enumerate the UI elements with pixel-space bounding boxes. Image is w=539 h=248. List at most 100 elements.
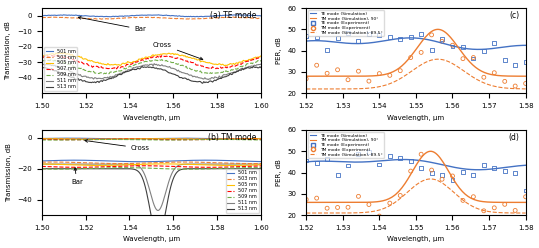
511 nm [249,65,255,68]
TM mode (Simulation), 90° [390,195,396,198]
TE mode (Experiment) [344,163,353,167]
TE mode (Experiment) [354,152,363,156]
513 nm [139,65,146,68]
513 nm [38,66,45,69]
TE mode (Experiment) [511,171,520,175]
TM mode (Experiment) [375,72,384,76]
TE mode (Experiment) [375,33,384,37]
501 nm [97,15,103,18]
503 nm [249,16,255,19]
511 nm [205,78,211,81]
Legend: 501 nm, 503 nm, 505 nm, 507 nm, 509 nm, 511 nm, 513 nm: 501 nm, 503 nm, 505 nm, 507 nm, 509 nm, … [44,47,77,91]
TE mode (Simulation) [428,39,434,42]
509 nm [79,68,86,71]
Text: (b) TM mode: (b) TM mode [209,132,257,142]
TE mode (Experiment) [396,37,405,41]
501 nm [258,14,264,17]
TM mode (Experiment) [313,63,321,67]
TM mode (Experiment) [521,82,530,86]
TM mode (Experiment) [500,79,509,83]
TE mode (Experiment) [302,34,310,38]
TE mode (Simulation) [487,168,494,171]
509 nm [258,59,264,62]
509 nm [206,72,212,75]
TE mode (Simulation) [390,38,396,41]
TE mode (Experiment) [500,58,509,62]
TM mode (Simulation), 90° [434,28,440,31]
Text: (a) TE mode: (a) TE mode [210,11,257,20]
503 nm [107,18,113,21]
Line: 503 nm: 503 nm [42,17,261,19]
TE mode (Experiment) [521,188,530,192]
509 nm [47,58,54,61]
511 nm [151,62,157,65]
501 nm [236,13,243,16]
501 nm [195,15,202,18]
505 nm [249,57,255,60]
TM mode (Simulation), 90° [303,75,309,78]
Text: (d): (d) [508,132,519,142]
TE mode (Experiment) [313,35,321,39]
TM mode (Simulation), 89.5° [375,209,382,212]
505 nm [98,62,105,65]
TE mode (Experiment) [333,36,342,40]
TM mode (Experiment) [302,77,310,81]
509 nm [97,71,103,74]
TM mode (Simulation), 90° [428,150,434,153]
TM mode (Experiment) [490,71,499,75]
505 nm [47,53,54,56]
TM mode (Experiment) [333,206,342,210]
Y-axis label: Transmission, dB: Transmission, dB [5,21,11,80]
507 nm [241,61,248,64]
TM mode (Simulation), 90° [486,72,492,75]
TE mode (Experiment) [302,158,310,162]
TE mode (Experiment) [438,173,446,177]
TE mode (Simulation) [419,159,426,162]
TE mode (Experiment) [417,166,425,170]
TM mode (Simulation), 90° [303,201,309,204]
TM mode (Experiment) [417,152,425,156]
TE mode (Experiment) [375,162,384,166]
TM mode (Simulation), 90° [375,200,382,203]
TE mode (Simulation) [400,158,406,161]
TM mode (Simulation), 90° [456,47,462,50]
501 nm [241,14,248,17]
TM mode (Simulation), 90° [522,75,529,78]
TM mode (Experiment) [511,209,520,213]
TE mode (Simulation) [303,160,309,163]
TM mode (Simulation), 89.5° [456,196,462,199]
TM mode (Experiment) [364,203,373,207]
TM mode (Experiment) [364,79,373,83]
TE mode (Experiment) [500,169,509,173]
TM mode (Experiment) [469,195,478,199]
513 nm [79,80,86,83]
Text: Bar: Bar [71,168,83,185]
TE mode (Experiment) [385,35,394,39]
TE mode (Experiment) [469,57,478,61]
TE mode (Experiment) [459,45,467,49]
TM mode (Simulation), 89.5° [418,63,424,66]
TM mode (Simulation), 90° [418,41,424,44]
TM mode (Simulation), 89.5° [522,87,529,90]
TM mode (Experiment) [500,202,509,206]
513 nm [52,69,58,72]
TM mode (Simulation), 90° [390,70,396,73]
TE mode (Experiment) [490,166,499,170]
503 nm [49,15,55,18]
TE mode (Experiment) [448,178,457,182]
Y-axis label: Transmission, dB: Transmission, dB [6,143,12,202]
TM mode (Simulation), 90° [456,186,462,189]
507 nm [249,58,255,61]
TM mode (Experiment) [511,84,520,88]
TE mode (Simulation) [522,44,529,47]
507 nm [80,62,87,65]
TM mode (Experiment) [302,197,310,201]
Legend: 501 nm, 503 nm, 505 nm, 507 nm, 509 nm, 511 nm, 513 nm: 501 nm, 503 nm, 505 nm, 507 nm, 509 nm, … [226,169,259,213]
507 nm [47,56,54,59]
TE mode (Simulation) [475,48,482,51]
Legend: TE mode (Simulation), TM mode (Simulation), 90°, TE mode (Experiment), TM mode (: TE mode (Simulation), TM mode (Simulatio… [308,132,384,158]
X-axis label: Wavelength, μm: Wavelength, μm [388,236,445,243]
TE mode (Experiment) [459,170,467,174]
509 nm [158,58,165,61]
TE mode (Simulation) [407,36,414,39]
